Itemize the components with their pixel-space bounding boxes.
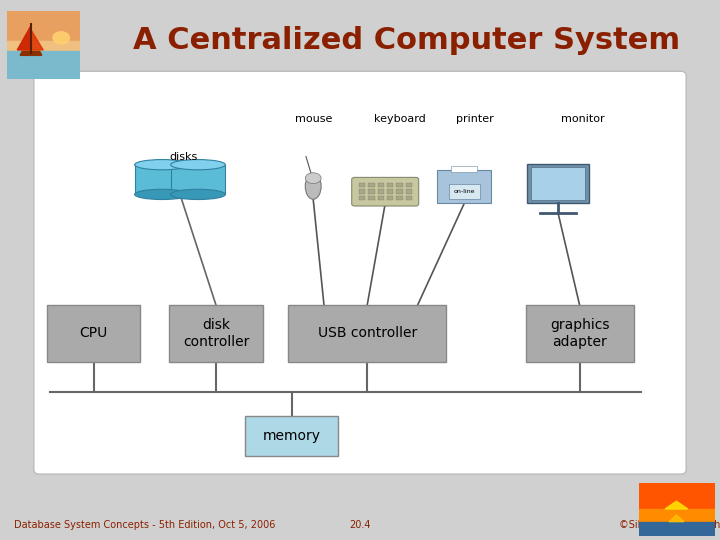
FancyBboxPatch shape	[378, 189, 384, 193]
FancyBboxPatch shape	[369, 189, 375, 193]
FancyBboxPatch shape	[438, 170, 491, 203]
Polygon shape	[31, 30, 43, 50]
FancyBboxPatch shape	[397, 189, 403, 193]
FancyBboxPatch shape	[449, 184, 480, 199]
FancyBboxPatch shape	[34, 71, 686, 474]
Text: on-line: on-line	[454, 188, 475, 194]
FancyBboxPatch shape	[406, 183, 413, 187]
Text: graphics
adapter: graphics adapter	[550, 319, 609, 348]
FancyBboxPatch shape	[359, 189, 366, 193]
Text: printer: printer	[456, 114, 494, 124]
FancyBboxPatch shape	[406, 195, 413, 200]
FancyBboxPatch shape	[245, 416, 338, 456]
FancyBboxPatch shape	[397, 195, 403, 200]
Text: disk
controller: disk controller	[183, 319, 249, 348]
Text: A Centralized Computer System: A Centralized Computer System	[133, 26, 680, 55]
Ellipse shape	[135, 189, 189, 199]
FancyBboxPatch shape	[352, 177, 419, 206]
Ellipse shape	[305, 173, 321, 199]
FancyBboxPatch shape	[369, 195, 375, 200]
Polygon shape	[135, 165, 189, 194]
FancyBboxPatch shape	[387, 189, 394, 193]
Ellipse shape	[305, 173, 321, 184]
Text: CPU: CPU	[79, 327, 108, 340]
Text: monitor: monitor	[562, 114, 605, 124]
FancyBboxPatch shape	[527, 164, 589, 203]
Text: USB controller: USB controller	[318, 327, 417, 340]
FancyBboxPatch shape	[406, 189, 413, 193]
FancyBboxPatch shape	[397, 183, 403, 187]
FancyBboxPatch shape	[47, 305, 140, 362]
Text: memory: memory	[263, 429, 320, 443]
FancyBboxPatch shape	[451, 166, 477, 172]
FancyBboxPatch shape	[387, 195, 394, 200]
Ellipse shape	[171, 189, 225, 199]
Text: Database System Concepts - 5th Edition, Oct 5, 2006: Database System Concepts - 5th Edition, …	[14, 520, 276, 530]
Text: keyboard: keyboard	[374, 114, 426, 124]
FancyBboxPatch shape	[288, 305, 446, 362]
Polygon shape	[20, 51, 42, 55]
Text: ©Silberschatz, Korth and Sudarshan: ©Silberschatz, Korth and Sudarshan	[619, 520, 720, 530]
FancyBboxPatch shape	[387, 183, 394, 187]
FancyBboxPatch shape	[378, 195, 384, 200]
Polygon shape	[669, 515, 684, 522]
FancyBboxPatch shape	[369, 183, 375, 187]
FancyBboxPatch shape	[359, 183, 366, 187]
Polygon shape	[17, 25, 31, 50]
FancyBboxPatch shape	[169, 305, 263, 362]
Text: mouse: mouse	[294, 114, 332, 124]
FancyBboxPatch shape	[526, 305, 634, 362]
Polygon shape	[665, 501, 688, 509]
Ellipse shape	[171, 160, 225, 170]
FancyBboxPatch shape	[531, 167, 585, 200]
Ellipse shape	[53, 31, 71, 44]
FancyBboxPatch shape	[359, 195, 366, 200]
Text: disks: disks	[169, 152, 198, 162]
FancyBboxPatch shape	[378, 183, 384, 187]
Ellipse shape	[135, 160, 189, 170]
Polygon shape	[171, 165, 225, 194]
Text: 20.4: 20.4	[349, 520, 371, 530]
